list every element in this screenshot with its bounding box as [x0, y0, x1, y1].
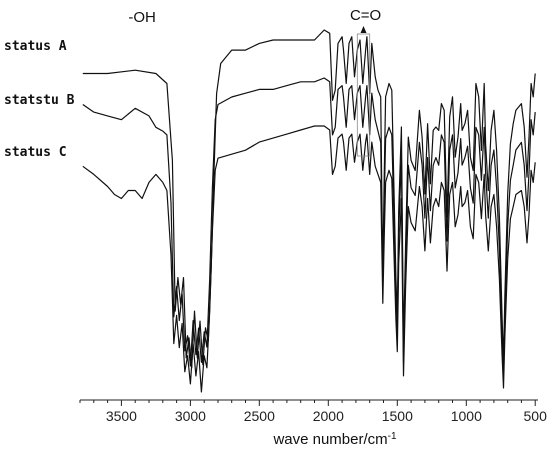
- spectra-curves: [82, 29, 536, 393]
- x-axis: 3500 3000 2500 2000 1500 1000 500: [79, 399, 548, 424]
- x-tick-label: 3500: [106, 408, 137, 424]
- x-axis-title: wave number/cm-1: [272, 431, 397, 449]
- x-tick-label: 3000: [175, 408, 206, 424]
- annotations: -OH C=O: [128, 7, 381, 157]
- x-tick-label: 1000: [451, 408, 482, 424]
- annotation-1: -OH: [128, 9, 156, 26]
- x-axis-title-superscript: -1: [388, 431, 397, 442]
- x-tick-label: 500: [524, 408, 548, 424]
- carbonyl-arrow: [360, 26, 367, 33]
- annotation-2: C=O: [350, 7, 381, 24]
- carbonyl-highlight-box: [356, 33, 371, 157]
- series-label-3: status C: [4, 145, 67, 160]
- x-tick-label: 2000: [313, 408, 344, 424]
- series-line-3: [82, 125, 536, 393]
- x-tick-label: 2500: [244, 408, 275, 424]
- series-line-2: [82, 77, 536, 375]
- x-tick-label: 1500: [382, 408, 413, 424]
- x-axis-title-text: wave number/cm: [272, 431, 387, 448]
- series-label-1: status A: [4, 39, 67, 54]
- series-line-1: [82, 29, 536, 369]
- legend-labels: status A statstu B status C: [4, 39, 75, 160]
- series-label-2: statstu B: [4, 93, 75, 108]
